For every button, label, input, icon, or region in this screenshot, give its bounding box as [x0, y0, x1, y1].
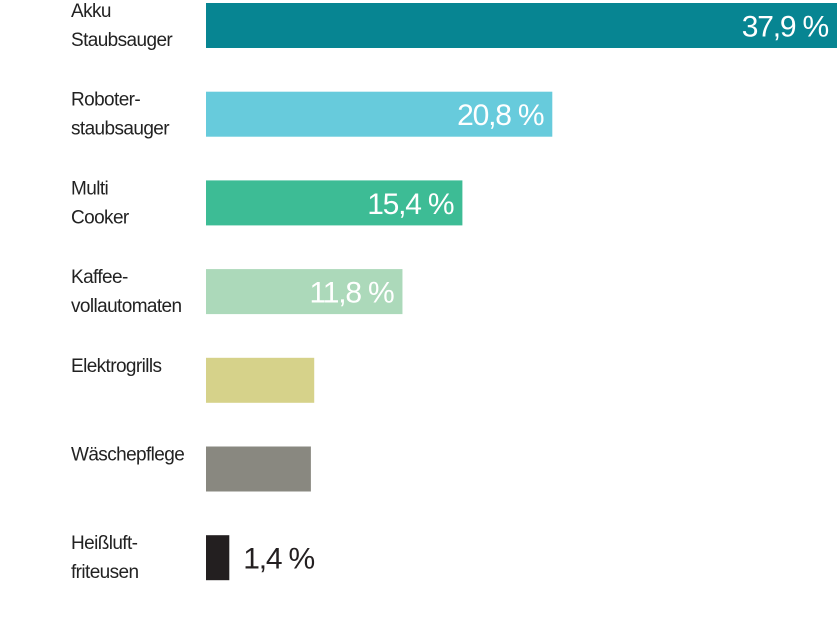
category-label: Roboter-staubsauger — [71, 90, 170, 140]
category-label: Kaffee-vollautomaten — [71, 267, 182, 317]
data-label: 6,3 % — [325, 454, 396, 487]
category-label-line: Elektrogrills — [71, 356, 161, 377]
category-label-line: Heißluft- — [71, 533, 138, 554]
category-labels: Akku Staubsauger Roboter-staubsauger Multi C… — [71, 1, 185, 583]
data-label: 1,4 % — [243, 543, 314, 576]
data-label: 37,9 % — [742, 11, 829, 44]
bar — [206, 446, 311, 492]
bar — [206, 269, 403, 315]
category-label: Wäschepflege — [71, 445, 184, 466]
bar — [206, 180, 463, 226]
category-label-line: Roboter- — [71, 90, 140, 111]
data-label: 15,4 % — [367, 188, 454, 221]
category-label-line: Staubsauger — [71, 30, 173, 51]
category-label-line: Akku — [71, 1, 111, 22]
category-label-line: vollautomaten — [71, 296, 182, 317]
category-label: Heißluft-friteusen — [71, 533, 139, 583]
category-label-line: Wäschepflege — [71, 445, 184, 466]
data-label: 6,5 % — [328, 365, 399, 398]
category-label-line: staubsauger — [71, 119, 170, 140]
bar — [206, 91, 553, 137]
category-label-line: friteusen — [71, 562, 139, 583]
bar — [206, 535, 230, 581]
category-label-line: Kaffee- — [71, 267, 128, 288]
data-label: 11,8 % — [309, 277, 393, 310]
value-labels: 37,9 % 20,8 % 15,4 % 11,8 % 6,5 % 6,3 % 1,4 % — [243, 11, 829, 576]
category-label: Multi Cooker — [71, 178, 130, 228]
data-label: 20,8 % — [457, 99, 544, 132]
category-label: Elektrogrills — [71, 356, 161, 377]
category-label: Akku Staubsauger — [71, 1, 173, 51]
bar — [206, 357, 315, 403]
category-label-line: Cooker — [71, 207, 130, 228]
bar — [206, 3, 837, 48]
category-label-line: Multi — [71, 178, 108, 199]
bars — [206, 3, 837, 581]
